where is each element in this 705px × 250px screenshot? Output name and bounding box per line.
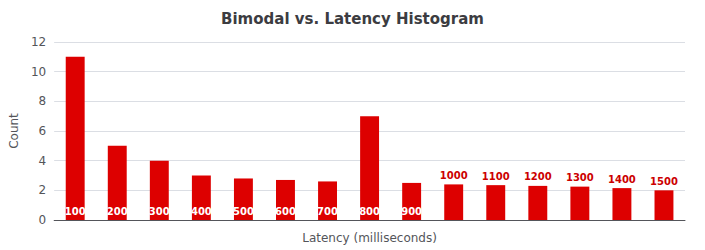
svg-text:10: 10 — [31, 65, 46, 79]
svg-text:200: 200 — [107, 206, 128, 217]
svg-text:100: 100 — [65, 206, 86, 217]
svg-text:Latency (milliseconds): Latency (milliseconds) — [302, 231, 437, 245]
svg-text:4: 4 — [39, 154, 47, 168]
svg-text:1300: 1300 — [566, 172, 594, 183]
svg-text:12: 12 — [31, 35, 46, 49]
svg-text:2: 2 — [39, 183, 47, 197]
svg-text:700: 700 — [317, 206, 338, 217]
svg-text:0: 0 — [39, 213, 47, 227]
svg-text:400: 400 — [191, 206, 212, 217]
svg-text:500: 500 — [233, 206, 254, 217]
svg-text:6: 6 — [39, 124, 47, 138]
svg-text:900: 900 — [401, 206, 422, 217]
svg-text:1100: 1100 — [482, 171, 510, 182]
svg-text:1000: 1000 — [440, 170, 468, 181]
svg-text:600: 600 — [275, 206, 296, 217]
svg-text:800: 800 — [359, 206, 380, 217]
svg-text:1500: 1500 — [650, 176, 678, 187]
svg-text:1200: 1200 — [524, 171, 552, 182]
svg-text:8: 8 — [39, 94, 47, 108]
svg-text:Count: Count — [7, 113, 21, 149]
svg-text:300: 300 — [149, 206, 170, 217]
svg-text:Bimodal vs. Latency Histogram: Bimodal vs. Latency Histogram — [221, 10, 484, 28]
svg-text:1400: 1400 — [608, 174, 636, 185]
